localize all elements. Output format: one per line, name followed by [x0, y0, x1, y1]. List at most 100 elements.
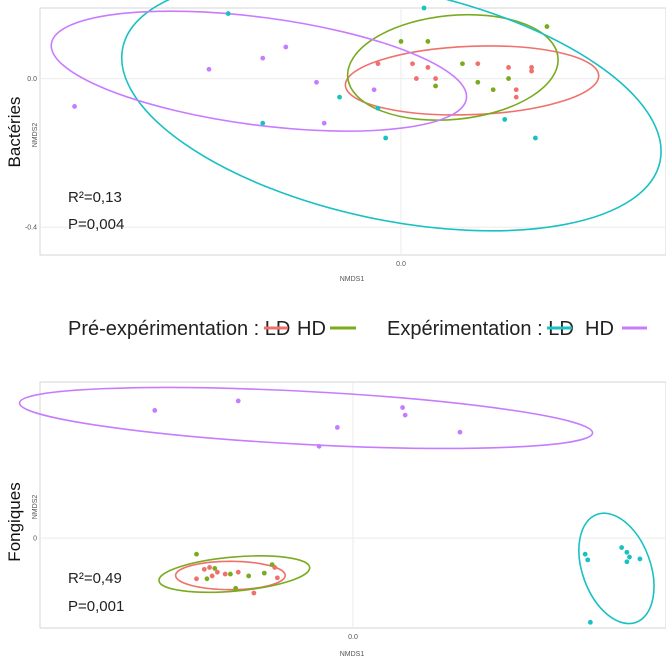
point-exp_HD [316, 443, 322, 449]
point-exp_LD [225, 11, 231, 16]
point-exp_HD [152, 407, 158, 413]
r-squared-annotation: R²=0,13 [68, 189, 122, 206]
point-pre_LD [251, 590, 257, 596]
ellipses [18, 386, 655, 625]
point-exp_LD [421, 5, 427, 11]
point-exp_LD [337, 94, 342, 100]
point-exp_LD [260, 120, 266, 126]
point-pre_LD [433, 76, 438, 81]
tick-labels: 0.00 [33, 536, 358, 641]
point-exp_LD [624, 559, 630, 565]
point-pre_LD [274, 575, 280, 581]
point-exp_HD [260, 55, 266, 61]
point-pre_LD [194, 576, 199, 582]
point-pre_HD [433, 83, 438, 89]
point-exp_LD [533, 135, 538, 141]
point-pre_HD [228, 571, 233, 577]
y-axis-label: NMDS2 [32, 123, 39, 148]
y-tick-label: 0.0 [27, 76, 37, 83]
point-exp_HD [206, 66, 212, 72]
point-exp_HD [334, 425, 340, 430]
legend-pre-label: Pré-expérimentation : LD [68, 318, 290, 340]
bacteria-panel: 0.0 0.0 -0.4 Bactéries NMDS2 NMDS1 R²=0,13… [5, 0, 666, 283]
point-pre_HD [212, 565, 218, 571]
ellipse-pre_LD [344, 45, 600, 116]
point-pre_LD [506, 65, 511, 70]
point-pre_LD [209, 573, 215, 579]
point-pre_LD [529, 65, 534, 70]
point-pre_HD [194, 551, 199, 557]
point-exp_LD [502, 117, 508, 122]
panel-title: Bactéries [5, 97, 24, 168]
ellipse-pre_HD [346, 13, 559, 121]
point-pre_HD [506, 76, 511, 81]
y-axis-label: NMDS2 [32, 495, 39, 520]
x-tick-label: 0.0 [348, 634, 358, 641]
p-value-annotation: P=0,001 [68, 598, 124, 615]
point-exp_HD [314, 79, 319, 85]
point-exp_LD [582, 551, 588, 557]
point-pre_LD [410, 61, 415, 67]
point-exp_HD [400, 405, 405, 410]
ellipse-exp_HD [50, 10, 468, 132]
ellipse-pre_HD [158, 555, 311, 594]
point-pre_HD [269, 562, 275, 568]
ellipse-exp_LD [120, 0, 662, 232]
point-pre_HD [204, 576, 210, 582]
r-squared-annotation: R²=0,49 [68, 570, 122, 587]
point-exp_HD [72, 104, 77, 109]
point-exp_HD [402, 412, 408, 418]
point-exp_LD [619, 545, 625, 550]
x-axis-label: NMDS1 [340, 651, 365, 658]
point-pre_LD [475, 61, 481, 67]
legend-exp-label: Expérimentation : LD [387, 318, 574, 340]
point-pre_LD [513, 87, 519, 93]
tick-labels: 0.0 0.0 -0.4 [25, 76, 406, 268]
point-exp_LD [383, 135, 389, 141]
fungi-panel: 0.00 Fongiques NMDS2 NMDS1 R²=0,49 P=0,0… [5, 381, 666, 658]
point-exp_LD [375, 105, 381, 111]
points [152, 398, 643, 625]
point-pre_HD [233, 585, 239, 591]
point-pre_HD [475, 79, 481, 85]
point-exp_LD [585, 557, 591, 563]
legend-pre-hd-label: HD [297, 318, 326, 340]
ellipse-exp_HD [18, 386, 594, 450]
point-exp_LD [637, 556, 643, 562]
x-axis-label: NMDS1 [340, 276, 365, 283]
point-exp_LD [627, 554, 632, 560]
point-pre_LD [235, 569, 241, 575]
p-value-annotation: P=0,004 [68, 216, 124, 233]
legend: Pré-expérimentation : LD HD Expérimentat… [68, 318, 647, 340]
y-tick-label: -0.4 [25, 225, 37, 232]
ellipse-exp_LD [578, 512, 655, 625]
point-exp_LD [587, 619, 593, 625]
gridlines [40, 382, 666, 628]
point-pre_LD [513, 94, 519, 100]
legend-exp-hd-label: HD [585, 318, 614, 340]
point-exp_HD [283, 44, 289, 50]
y-tick-label: 0 [33, 536, 37, 543]
point-exp_HD [235, 398, 241, 404]
point-exp_LD [624, 549, 630, 555]
point-pre_LD [413, 76, 419, 81]
points [72, 5, 550, 141]
point-pre_LD [201, 566, 207, 572]
point-pre_HD [261, 570, 267, 576]
point-pre_LD [222, 571, 228, 577]
point-exp_HD [371, 87, 377, 93]
point-pre_LD [207, 565, 212, 570]
point-pre_LD [375, 61, 381, 67]
ellipse-pre_LD [174, 560, 286, 591]
point-pre_HD [544, 24, 550, 29]
point-pre_HD [425, 39, 431, 44]
panel-title: Fongiques [5, 482, 24, 561]
ellipses [50, 0, 662, 232]
point-pre_HD [490, 87, 496, 93]
point-pre_LD [214, 569, 220, 575]
point-pre_HD [398, 39, 404, 44]
point-exp_HD [321, 120, 327, 126]
x-tick-label: 0.0 [396, 261, 406, 268]
